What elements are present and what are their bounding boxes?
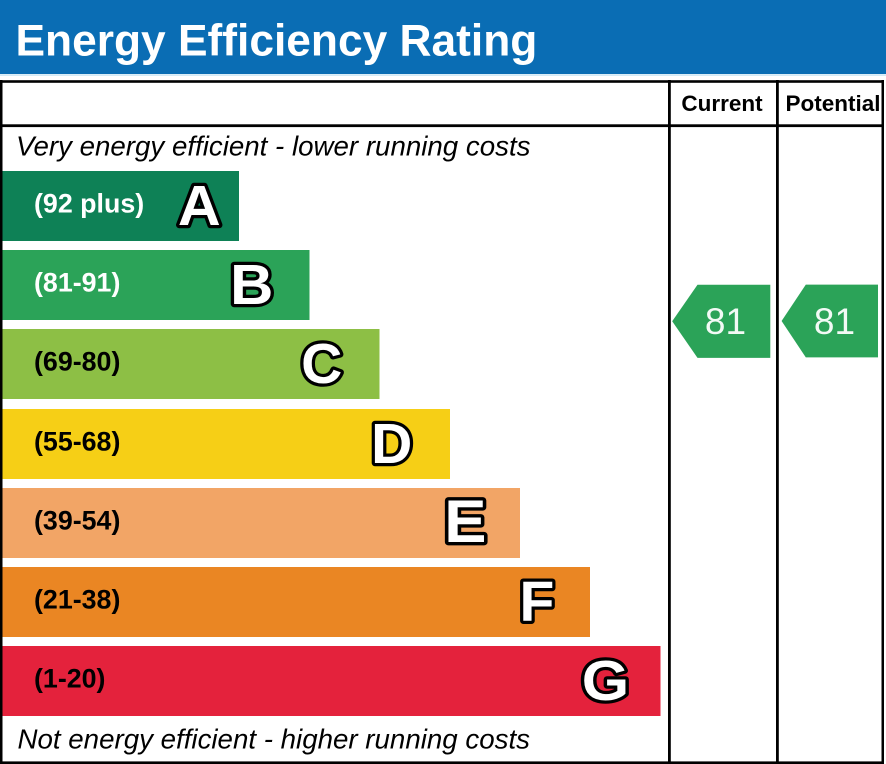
- svg-text:Not energy efficient - higher: Not energy efficient - higher running co…: [18, 723, 531, 754]
- svg-text:G: G: [582, 649, 629, 713]
- svg-text:(39-54): (39-54): [34, 506, 120, 536]
- svg-text:(69-80): (69-80): [34, 347, 120, 377]
- svg-text:Potential: Potential: [785, 91, 880, 116]
- svg-text:A: A: [178, 174, 221, 238]
- svg-text:(55-68): (55-68): [34, 427, 120, 457]
- svg-text:81: 81: [705, 301, 746, 342]
- svg-text:(21-38): (21-38): [34, 585, 120, 615]
- svg-text:(92 plus): (92 plus): [34, 189, 144, 219]
- svg-text:C: C: [301, 332, 342, 396]
- svg-text:D: D: [371, 412, 412, 476]
- svg-text:E: E: [444, 489, 486, 556]
- svg-text:Current: Current: [681, 91, 763, 116]
- svg-text:(81-91): (81-91): [34, 268, 120, 298]
- svg-text:(1-20): (1-20): [34, 664, 105, 694]
- svg-text:Energy Efficiency Rating: Energy Efficiency Rating: [16, 17, 538, 66]
- svg-text:B: B: [230, 253, 273, 316]
- svg-text:Very energy efficient - lower: Very energy efficient - lower running co…: [16, 130, 531, 161]
- svg-text:81: 81: [814, 301, 855, 342]
- svg-text:F: F: [519, 570, 554, 634]
